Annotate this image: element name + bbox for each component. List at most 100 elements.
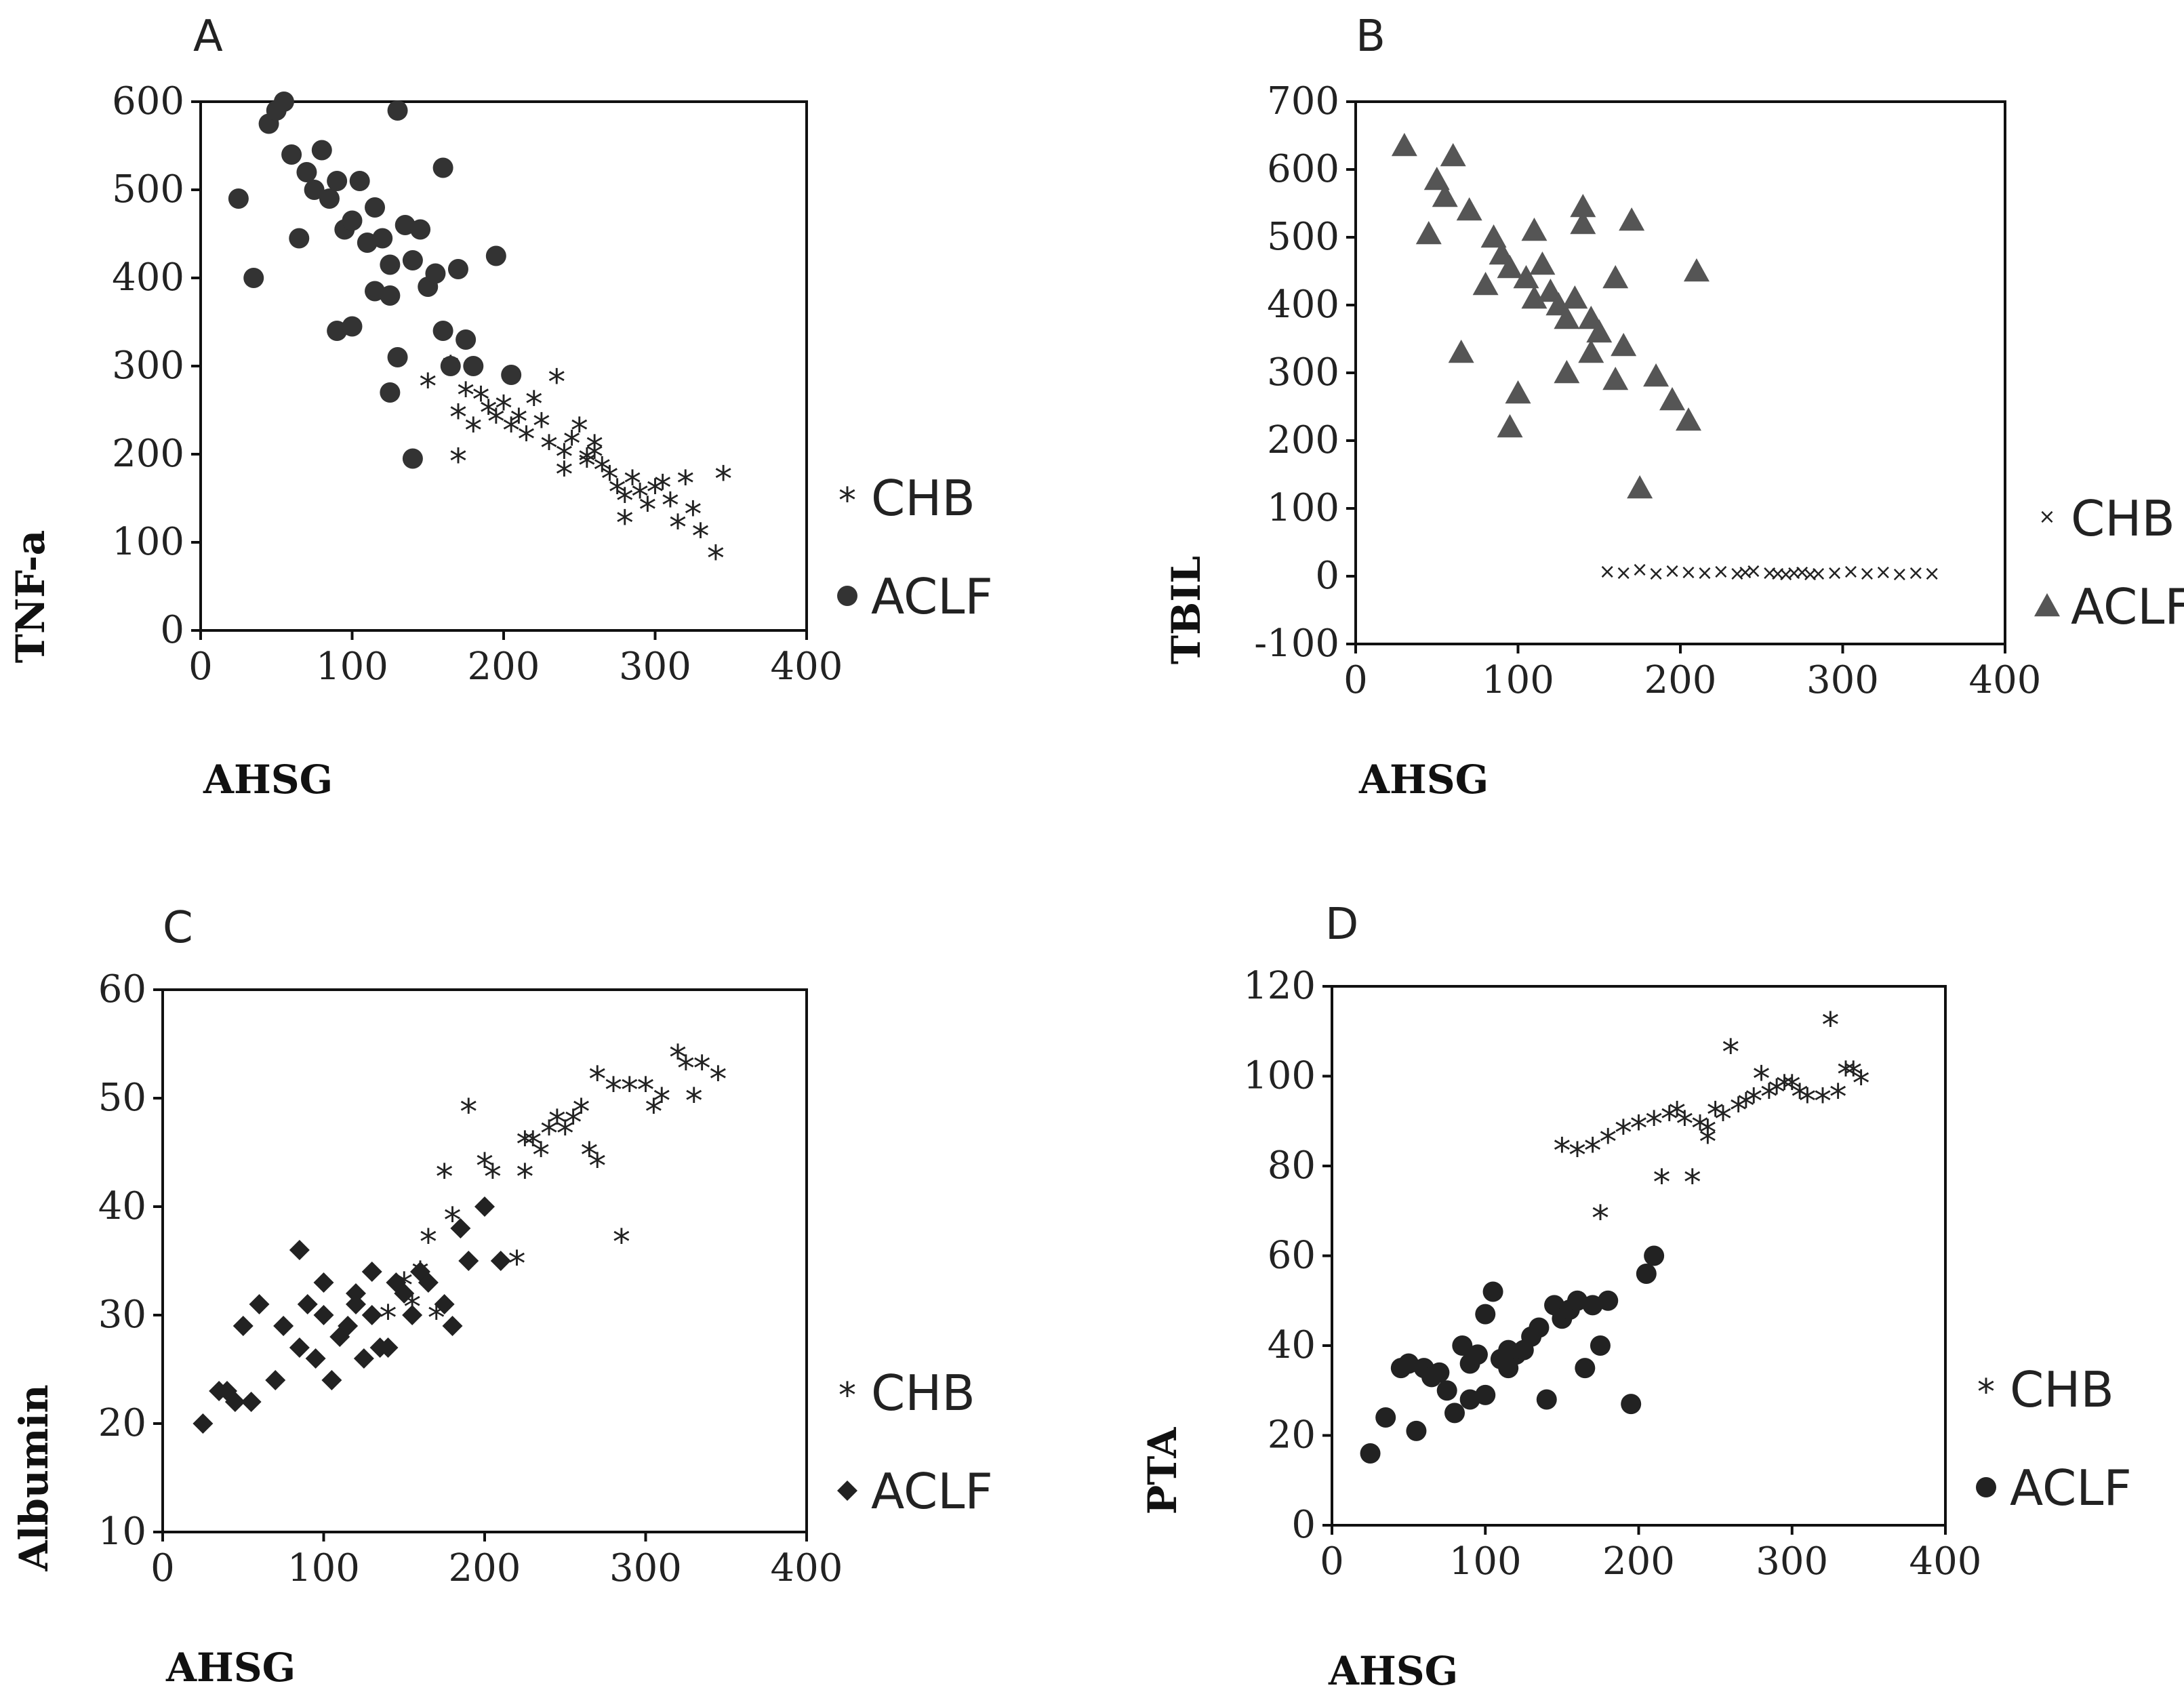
legend-label-chb-b: CHB xyxy=(2071,490,2175,547)
point-aclf-c xyxy=(346,1294,366,1314)
point-aclf-d xyxy=(1529,1317,1550,1338)
legend-label-chb-d: CHB xyxy=(2010,1361,2114,1418)
point-aclf-d xyxy=(1644,1245,1665,1266)
point-chb-a: * xyxy=(639,490,656,531)
point-aclf-a xyxy=(311,140,332,161)
legend-marker-aclf-b xyxy=(2034,593,2060,617)
point-chb-c: * xyxy=(605,1070,622,1111)
panel-label-a: A xyxy=(193,12,223,62)
point-chb-a: * xyxy=(669,508,687,548)
y-tick-label-a: 400 xyxy=(112,256,184,300)
x-tick-label-c: 200 xyxy=(449,1546,521,1590)
y-tick-label-c: 40 xyxy=(98,1184,146,1228)
point-aclf-c xyxy=(241,1392,262,1412)
point-chb-a: * xyxy=(676,464,694,504)
series-chb-c: *********************************** xyxy=(380,1038,727,1339)
point-chb-c: * xyxy=(436,1157,453,1198)
x-tick-label-c: 0 xyxy=(150,1546,175,1590)
y-tick-label-d: 100 xyxy=(1243,1054,1316,1098)
x-tick-label-c: 100 xyxy=(287,1546,360,1590)
point-chb-c: * xyxy=(693,1049,711,1089)
point-chb-d: * xyxy=(1837,1055,1855,1095)
panel-label-d: D xyxy=(1325,900,1358,950)
point-aclf-c xyxy=(249,1294,270,1314)
legend-d: * CHB ACLF xyxy=(1976,1361,2132,1516)
point-chb-d: * xyxy=(1630,1108,1648,1149)
point-aclf-b xyxy=(1602,265,1629,289)
point-chb-a: * xyxy=(624,464,641,504)
series-aclf-b xyxy=(1391,133,1710,499)
series-chb-a: ************************************* ***… xyxy=(419,349,732,580)
point-aclf-c xyxy=(224,1392,245,1412)
point-aclf-a xyxy=(365,197,386,218)
point-chb-c: * xyxy=(645,1092,662,1133)
legend-marker-chb-c: * xyxy=(838,1375,856,1416)
y-axis-title-d: PTA xyxy=(1139,1427,1186,1515)
y-tick-label-a: 0 xyxy=(160,608,184,652)
legend-a: * CHB ACLF xyxy=(837,470,993,625)
point-aclf-b xyxy=(1415,221,1442,245)
point-aclf-d xyxy=(1459,1389,1480,1410)
point-aclf-c xyxy=(273,1316,294,1336)
point-aclf-c xyxy=(289,1337,310,1358)
point-aclf-c xyxy=(232,1316,254,1336)
point-aclf-c xyxy=(378,1337,399,1358)
y-tick-label-c: 60 xyxy=(98,967,146,1011)
point-aclf-d xyxy=(1575,1358,1596,1379)
point-chb-d: * xyxy=(1745,1082,1762,1123)
point-chb-c: * xyxy=(484,1157,502,1198)
legend-label-aclf-c: ACLF xyxy=(871,1463,993,1520)
point-aclf-a xyxy=(289,228,310,249)
point-aclf-b xyxy=(1586,319,1613,343)
point-aclf-c xyxy=(361,1305,382,1325)
point-chb-c: * xyxy=(669,1038,687,1079)
point-aclf-a xyxy=(425,263,446,284)
point-chb-c: * xyxy=(677,1049,695,1089)
legend-marker-aclf-a xyxy=(837,586,857,606)
point-chb-b: × xyxy=(1648,562,1665,586)
point-chb-b: × xyxy=(1615,561,1632,585)
series-aclf-d xyxy=(1360,1245,1665,1464)
point-aclf-c xyxy=(346,1283,366,1304)
point-aclf-c xyxy=(297,1294,318,1314)
point-chb-b: × xyxy=(1777,563,1794,586)
legend-label-chb-c: CHB xyxy=(871,1365,975,1422)
point-aclf-a xyxy=(342,210,363,231)
point-aclf-a xyxy=(304,180,325,200)
point-aclf-b xyxy=(1627,475,1653,499)
point-chb-d: * xyxy=(1753,1060,1771,1100)
point-chb-c: * xyxy=(573,1092,590,1133)
point-chb-d: * xyxy=(1661,1100,1678,1140)
point-chb-a: * xyxy=(449,398,467,439)
series-aclf-a xyxy=(228,92,522,469)
series-aclf-c xyxy=(193,1196,511,1434)
point-aclf-b xyxy=(1554,360,1580,384)
point-aclf-b xyxy=(1391,133,1417,157)
y-tick-label-c: 50 xyxy=(98,1076,146,1120)
point-chb-c: * xyxy=(516,1125,533,1165)
point-chb-b: × xyxy=(1875,561,1892,584)
series-chb-d: *********************************** xyxy=(1553,1005,1869,1239)
point-aclf-b xyxy=(1448,340,1474,363)
point-aclf-a xyxy=(228,188,249,209)
point-chb-a: * xyxy=(555,437,573,478)
point-chb-c: * xyxy=(508,1244,526,1285)
point-chb-d: * xyxy=(1760,1077,1778,1118)
point-aclf-a xyxy=(387,100,408,121)
point-aclf-b xyxy=(1683,258,1710,282)
point-chb-b: × xyxy=(1632,558,1649,582)
y-axis-title-a: TNF-a xyxy=(7,530,54,663)
y-tick-label-a: 100 xyxy=(112,520,184,564)
y-tick-label-d: 60 xyxy=(1268,1234,1316,1278)
point-chb-b: × xyxy=(1810,562,1827,586)
point-chb-d: * xyxy=(1714,1100,1732,1140)
point-chb-a: * xyxy=(563,424,581,465)
point-aclf-a xyxy=(485,245,506,266)
point-aclf-c xyxy=(418,1272,439,1293)
y-tick-label-b: 100 xyxy=(1267,486,1339,530)
y-tick-label-b: 600 xyxy=(1267,147,1339,191)
point-aclf-b xyxy=(1432,184,1458,207)
point-chb-c: * xyxy=(548,1103,566,1144)
